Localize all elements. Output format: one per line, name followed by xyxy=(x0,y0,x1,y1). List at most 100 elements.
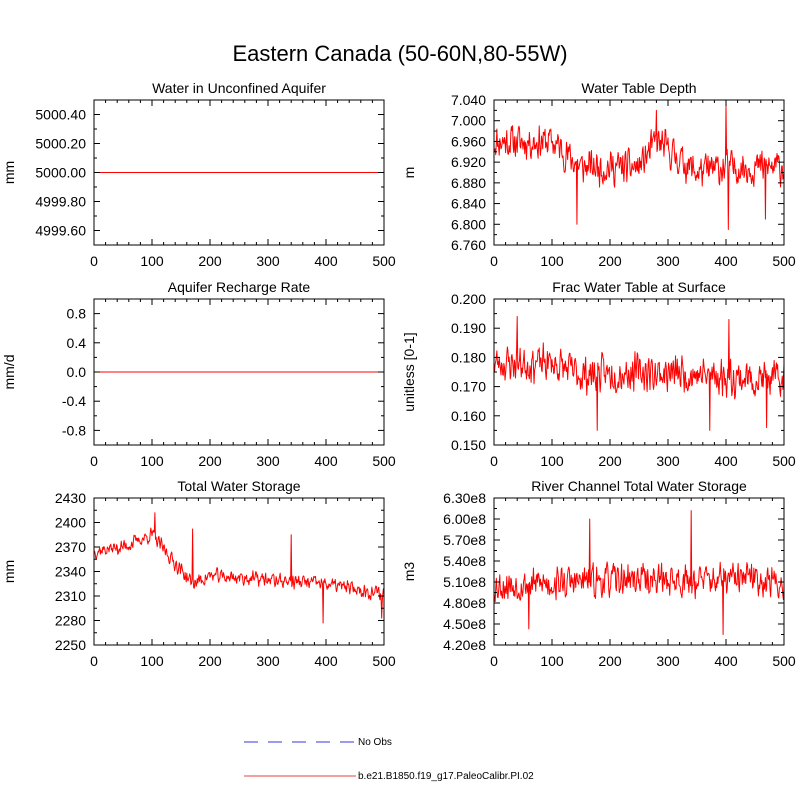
water-table-depth-x-tick-label: 300 xyxy=(656,253,680,269)
total-water-storage-y-tick-label: 2370 xyxy=(55,539,86,555)
total-water-storage-series-line xyxy=(93,512,385,624)
frac-water-table-at-surface-y-tick-label: 0.180 xyxy=(451,349,486,365)
frac-water-table-at-surface-x-tick-label: 500 xyxy=(772,453,796,469)
total-water-storage-y-tick-label: 2250 xyxy=(55,637,86,653)
river-channel-total-water-storage-series-line xyxy=(493,510,785,635)
aquifer-recharge-rate-y-tick-label: 0.4 xyxy=(67,335,87,351)
river-channel-total-water-storage-y-tick-label: 6.00e8 xyxy=(443,511,486,527)
aquifer-recharge-rate-y-axis-label: mm/d xyxy=(1,355,17,390)
water-in-unconfined-aquifer-x-tick-label: 100 xyxy=(140,253,164,269)
river-channel-total-water-storage-y-tick-label: 5.70e8 xyxy=(443,532,486,548)
frac-water-table-at-surface-panel-title: Frac Water Table at Surface xyxy=(552,279,726,295)
frac-water-table-at-surface-x-tick-label: 300 xyxy=(656,453,680,469)
panel-aquifer-recharge-rate: Aquifer Recharge Rate mm/d 0 100 200 300 400 50… xyxy=(1,279,396,469)
water-in-unconfined-aquifer-x-tick-label: 0 xyxy=(90,253,98,269)
frac-water-table-at-surface-series-line xyxy=(493,316,785,431)
river-channel-total-water-storage-y-tick-label: 5.40e8 xyxy=(443,553,486,569)
aquifer-recharge-rate-y-tick-label: -0.8 xyxy=(62,422,86,438)
frac-water-table-at-surface-x-tick-label: 400 xyxy=(714,453,738,469)
frac-water-table-at-surface-x-tick-label: 200 xyxy=(598,453,622,469)
river-channel-total-water-storage-y-tick-label: 4.20e8 xyxy=(443,637,486,653)
water-table-depth-y-tick-label: 7.040 xyxy=(451,92,486,108)
total-water-storage-x-tick-label: 100 xyxy=(140,653,164,669)
water-table-depth-y-tick-label: 7.000 xyxy=(451,113,486,129)
river-channel-total-water-storage-x-tick-label: 0 xyxy=(490,653,498,669)
frac-water-table-at-surface-y-axis-label: unitless [0-1] xyxy=(401,332,417,411)
legend: No Obs b.e21.B1850.f19_g17.PaleoCalibr.P… xyxy=(244,737,534,782)
total-water-storage-y-tick-label: 2340 xyxy=(55,564,86,580)
total-water-storage-y-tick-label: 2280 xyxy=(55,613,86,629)
water-table-depth-y-tick-label: 6.760 xyxy=(451,237,486,253)
water-in-unconfined-aquifer-panel-title: Water in Unconfined Aquifer xyxy=(152,80,326,96)
water-table-depth-y-tick-label: 6.880 xyxy=(451,175,486,191)
river-channel-total-water-storage-x-tick-label: 300 xyxy=(656,653,680,669)
water-in-unconfined-aquifer-y-tick-label: 5000.40 xyxy=(35,107,86,123)
water-table-depth-x-tick-label: 400 xyxy=(714,253,738,269)
river-channel-total-water-storage-x-tick-label: 500 xyxy=(772,653,796,669)
main-title: Eastern Canada (50-60N,80-55W) xyxy=(232,41,567,66)
river-channel-total-water-storage-y-axis-label: m3 xyxy=(401,562,417,582)
frac-water-table-at-surface-x-tick-label: 100 xyxy=(540,453,564,469)
frac-water-table-at-surface-y-tick-label: 0.170 xyxy=(451,379,486,395)
river-channel-total-water-storage-y-tick-label: 5.10e8 xyxy=(443,574,486,590)
water-in-unconfined-aquifer-x-tick-label: 300 xyxy=(256,253,280,269)
water-table-depth-y-tick-label: 6.960 xyxy=(451,133,486,149)
water-table-depth-x-tick-label: 500 xyxy=(772,253,796,269)
aquifer-recharge-rate-x-tick-label: 500 xyxy=(372,453,396,469)
water-table-depth-x-tick-label: 0 xyxy=(490,253,498,269)
total-water-storage-y-tick-label: 2400 xyxy=(55,515,86,531)
water-in-unconfined-aquifer-y-tick-label: 5000.20 xyxy=(35,136,86,152)
panel-water-in-unconfined-aquifer: Water in Unconfined Aquifer mm 0 100 200 300 4… xyxy=(1,80,396,269)
river-channel-total-water-storage-x-tick-label: 400 xyxy=(714,653,738,669)
panel-frac-water-table-at-surface: Frac Water Table at Surface unitless [0-1… xyxy=(401,279,796,469)
panel-water-table-depth: Water Table Depth m 0 100 200 300 400 500 6.760 6… xyxy=(401,80,796,269)
water-table-depth-panel-title: Water Table Depth xyxy=(581,80,696,96)
water-table-depth-series-line xyxy=(493,104,785,230)
river-channel-total-water-storage-x-tick-label: 100 xyxy=(540,653,564,669)
aquifer-recharge-rate-x-tick-label: 400 xyxy=(314,453,338,469)
aquifer-recharge-rate-y-tick-label: 0.0 xyxy=(67,364,87,380)
water-table-depth-y-axis-label: m xyxy=(401,167,417,179)
water-table-depth-x-tick-label: 200 xyxy=(598,253,622,269)
water-in-unconfined-aquifer-y-tick-label: 4999.80 xyxy=(35,194,86,210)
water-table-depth-y-tick-label: 6.920 xyxy=(451,154,486,170)
frac-water-table-at-surface-x-tick-label: 0 xyxy=(490,453,498,469)
total-water-storage-x-tick-label: 500 xyxy=(372,653,396,669)
water-in-unconfined-aquifer-y-tick-label: 4999.60 xyxy=(35,223,86,239)
legend-model-label: b.e21.B1850.f19_g17.PaleoCalibr.PI.02 xyxy=(358,771,534,782)
aquifer-recharge-rate-x-tick-label: 0 xyxy=(90,453,98,469)
frac-water-table-at-surface-y-tick-label: 0.190 xyxy=(451,320,486,336)
total-water-storage-y-tick-label: 2310 xyxy=(55,588,86,604)
river-channel-total-water-storage-y-tick-label: 6.30e8 xyxy=(443,490,486,506)
water-in-unconfined-aquifer-x-tick-label: 500 xyxy=(372,253,396,269)
water-table-depth-y-tick-label: 6.840 xyxy=(451,196,486,212)
total-water-storage-y-tick-label: 2430 xyxy=(55,490,86,506)
total-water-storage-y-axis-label: mm xyxy=(1,560,17,583)
aquifer-recharge-rate-x-tick-label: 300 xyxy=(256,453,280,469)
total-water-storage-panel-title: Total Water Storage xyxy=(177,478,300,494)
total-water-storage-plot-frame xyxy=(93,497,385,646)
river-channel-total-water-storage-y-tick-label: 4.80e8 xyxy=(443,595,486,611)
water-in-unconfined-aquifer-x-tick-label: 200 xyxy=(198,253,222,269)
frac-water-table-at-surface-y-tick-label: 0.200 xyxy=(451,291,486,307)
total-water-storage-x-tick-label: 300 xyxy=(256,653,280,669)
water-in-unconfined-aquifer-y-tick-label: 5000.00 xyxy=(35,165,86,181)
aquifer-recharge-rate-y-tick-label: 0.8 xyxy=(67,306,87,322)
frac-water-table-at-surface-y-tick-label: 0.160 xyxy=(451,408,486,424)
water-in-unconfined-aquifer-y-axis-label: mm xyxy=(1,161,17,184)
total-water-storage-x-tick-label: 0 xyxy=(90,653,98,669)
aquifer-recharge-rate-x-tick-label: 100 xyxy=(140,453,164,469)
panel-river-channel-total-water-storage: River Channel Total Water Storage m3 0 100 2… xyxy=(401,478,796,669)
aquifer-recharge-rate-panel-title: Aquifer Recharge Rate xyxy=(168,279,311,295)
frac-water-table-at-surface-y-tick-label: 0.150 xyxy=(451,437,486,453)
water-table-depth-x-tick-label: 100 xyxy=(540,253,564,269)
river-channel-total-water-storage-y-tick-label: 4.50e8 xyxy=(443,616,486,632)
total-water-storage-x-tick-label: 400 xyxy=(314,653,338,669)
panel-total-water-storage: Total Water Storage mm 0 100 200 300 400 500 225… xyxy=(1,478,396,669)
river-channel-total-water-storage-panel-title: River Channel Total Water Storage xyxy=(531,478,747,494)
aquifer-recharge-rate-x-tick-label: 200 xyxy=(198,453,222,469)
aquifer-recharge-rate-y-tick-label: -0.4 xyxy=(62,393,86,409)
river-channel-total-water-storage-x-tick-label: 200 xyxy=(598,653,622,669)
water-in-unconfined-aquifer-x-tick-label: 400 xyxy=(314,253,338,269)
